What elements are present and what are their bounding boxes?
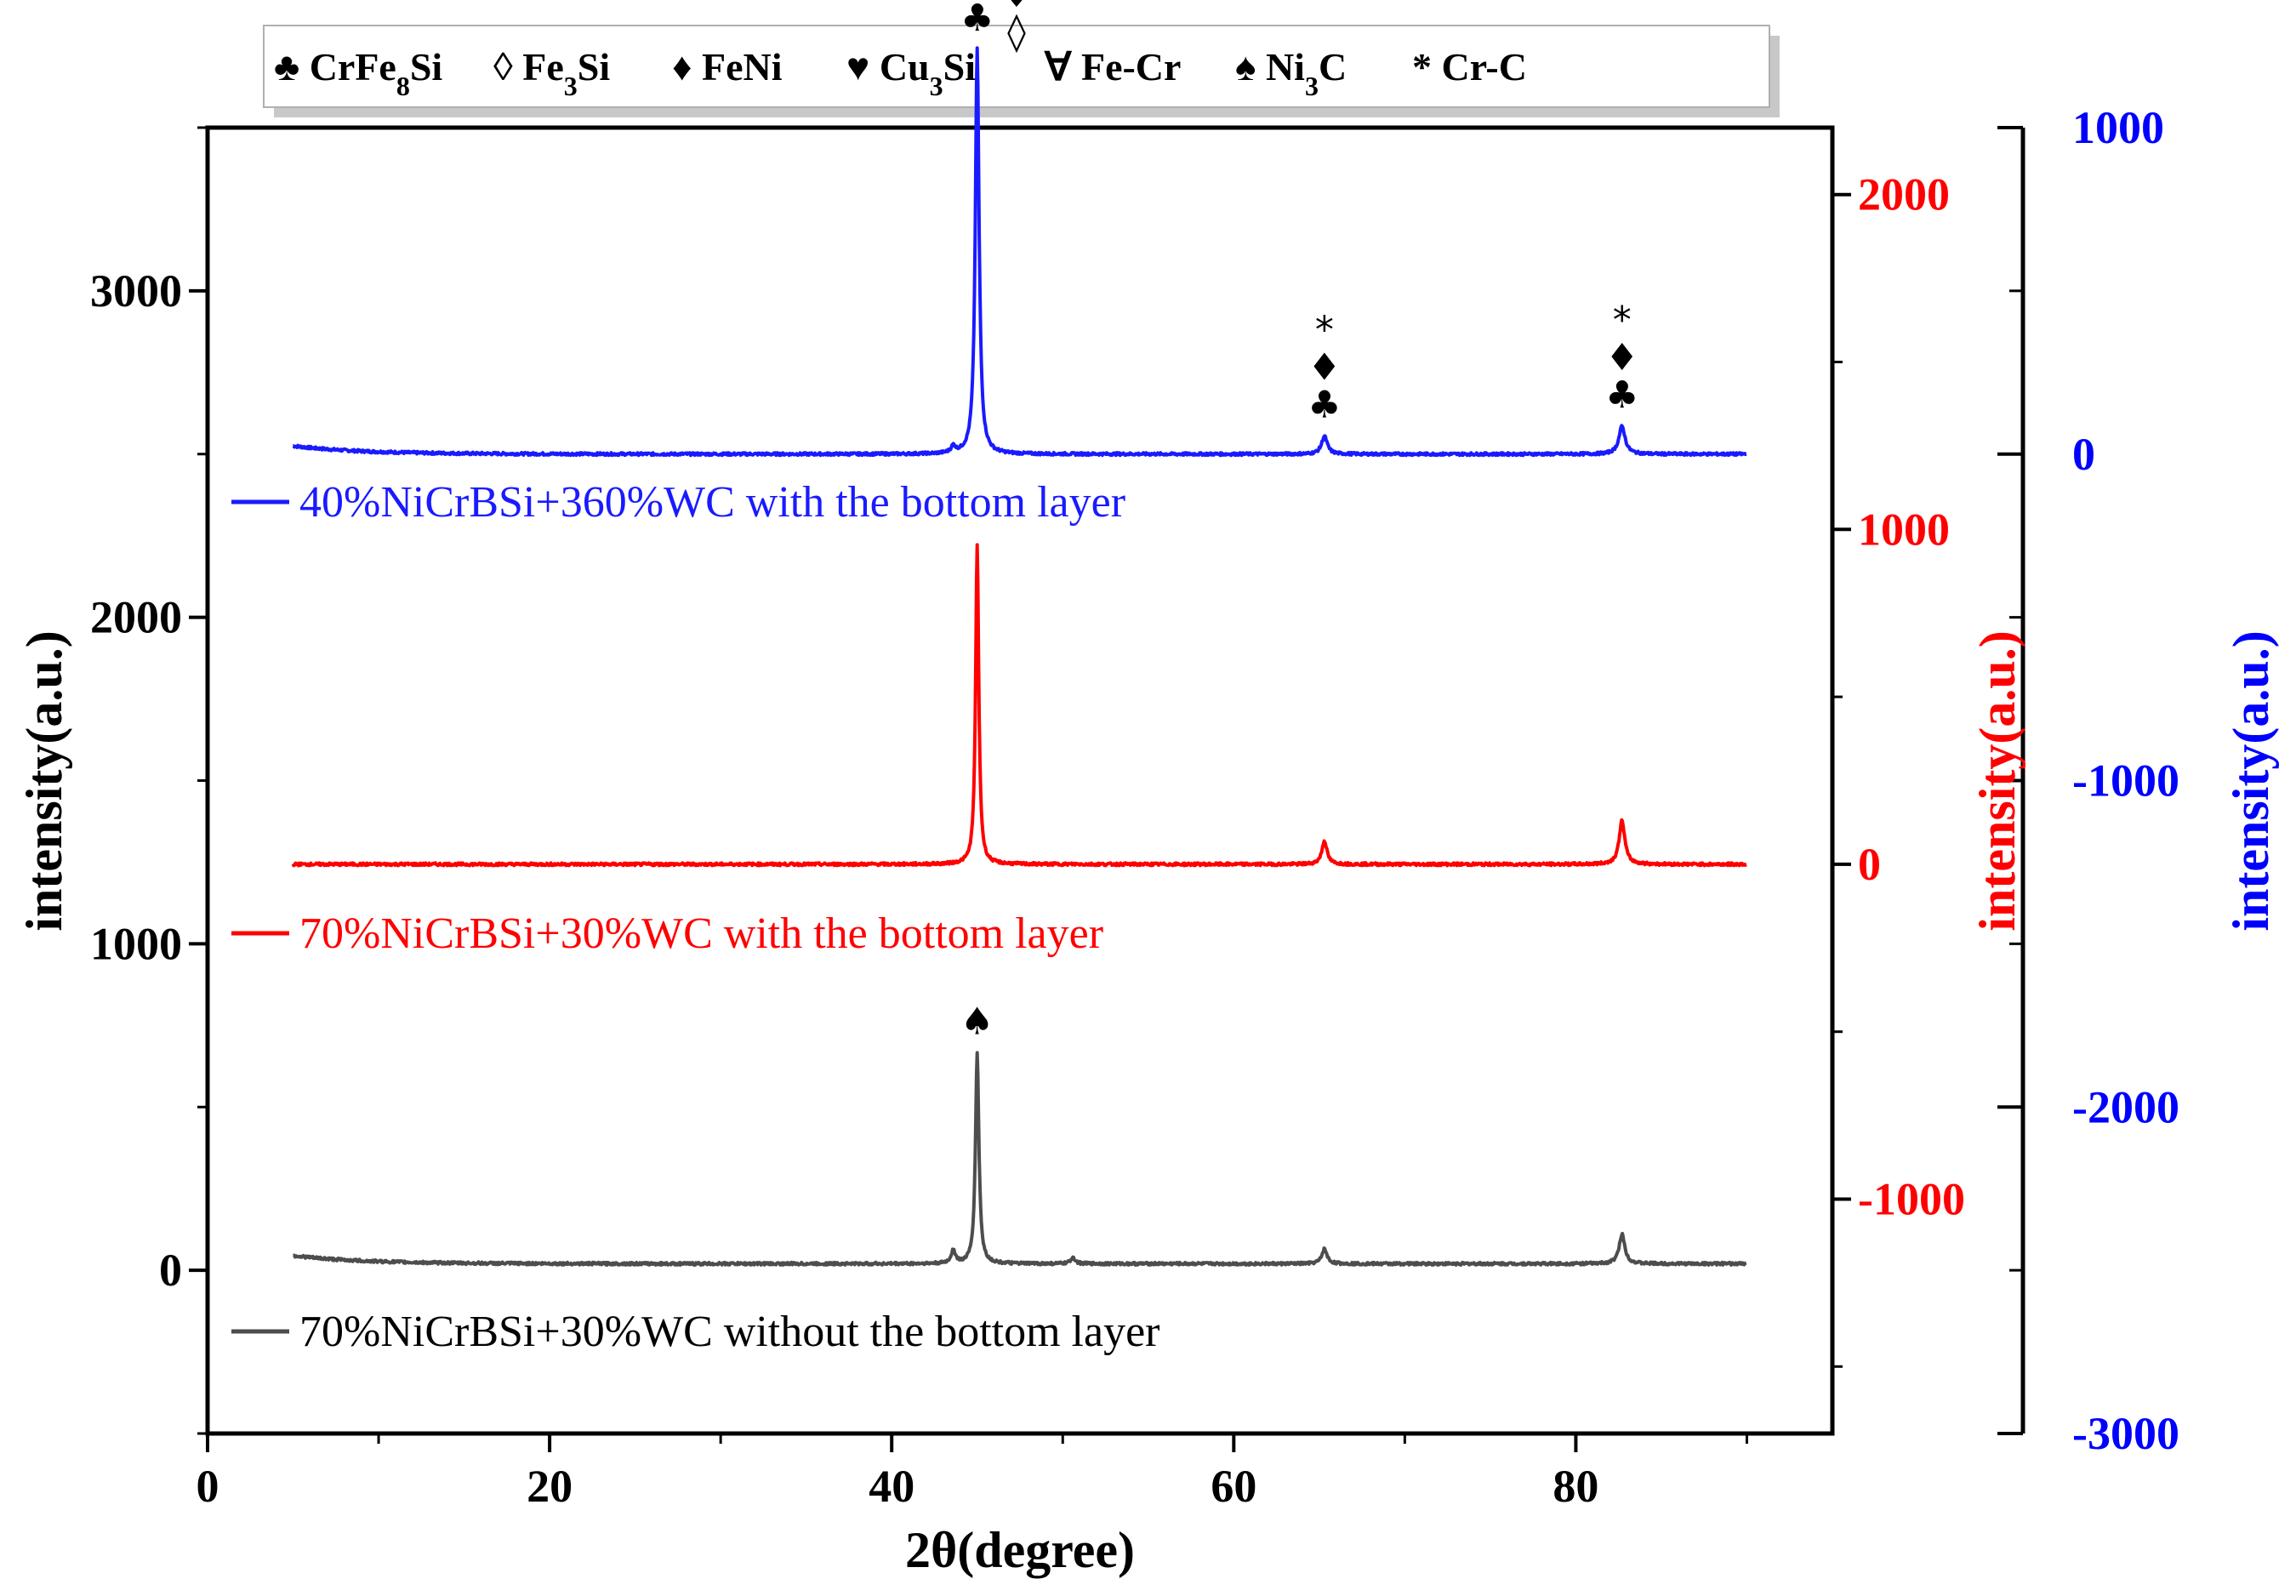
x-axis-title: 2θ(degree) xyxy=(905,1522,1135,1578)
phase-symbol: ∀ xyxy=(1044,45,1081,88)
axis-ticks: 0 20 40 60 80 0 1000 2000 3000 -1000 0 1000 2000 -300… xyxy=(90,102,2179,1512)
phase-name: Fe xyxy=(522,45,564,88)
phase-marker: * xyxy=(1613,299,1632,342)
series-legend-label: 70%NiCrBSi+30%WC with the bottom layer xyxy=(299,909,1103,958)
phase-name-suffix: C xyxy=(1319,45,1347,88)
phase-legend-item: ∀ Fe-Cr xyxy=(1044,45,1181,88)
red-tick-label: 2000 xyxy=(1858,169,1950,220)
blue-tick-label: -1000 xyxy=(2072,755,2179,807)
phase-subscript: 3 xyxy=(930,71,943,101)
phase-name-suffix: Si xyxy=(578,45,611,88)
x-tick-label: 20 xyxy=(527,1461,573,1512)
phase-marker: ♣ xyxy=(1308,384,1341,427)
phase-marker: ♦ xyxy=(1308,346,1341,390)
phase-name-suffix: Si xyxy=(410,45,443,88)
phase-legend-items: ♣ CrFe8Si ◊ Fe3Si ♦ FeNi ♥ Cu3Si ∀ Fe-Cr ♠ Ni… xyxy=(274,45,1527,101)
phase-legend: ♣ CrFe8Si ◊ Fe3Si ♦ FeNi ♥ Cu3Si ∀ Fe-Cr ♠ Ni… xyxy=(263,25,1780,117)
red-tick-label: 1000 xyxy=(1858,504,1950,555)
series-line-2 xyxy=(291,543,1747,868)
series-line-1 xyxy=(292,46,1747,458)
x-tick-label: 0 xyxy=(197,1461,219,1512)
phase-legend-item: ♥ Cu3Si xyxy=(846,45,976,101)
blue-tick-label: 1000 xyxy=(2072,102,2164,153)
phase-marker: ♦ xyxy=(1605,336,1638,379)
peak-annotations: ♣♦∀◊♥*♣♦*♣♦*♠ xyxy=(960,0,1638,1044)
left-tick-label: 3000 xyxy=(90,265,182,316)
phase-name: FeNi xyxy=(702,45,783,88)
phase-marker: ♣ xyxy=(1605,373,1638,417)
phase-name: Ni xyxy=(1266,45,1305,88)
red-axis-title: intensity(a.u.) xyxy=(1969,630,2025,931)
left-tick-label: 2000 xyxy=(90,592,182,643)
phase-legend-item: ♦ FeNi xyxy=(672,45,783,88)
series-legend: 40%NiCrBSi+360%WC with the bottom layer 7… xyxy=(231,478,1159,1356)
phase-subscript: 8 xyxy=(396,71,410,101)
series-legend-label: 70%NiCrBSi+30%WC without the bottom laye… xyxy=(299,1308,1159,1356)
x-tick-label: 40 xyxy=(869,1461,914,1512)
phase-legend-item: ♣ CrFe8Si xyxy=(274,45,442,101)
red-tick-label: 0 xyxy=(1858,839,1881,890)
phase-name: CrFe xyxy=(310,45,396,88)
blue-tick-label: -3000 xyxy=(2072,1408,2179,1459)
phase-marker: ♥ xyxy=(1000,0,1033,16)
blue-axis-title: intensity(a.u.) xyxy=(2223,630,2279,931)
phase-symbol: * xyxy=(1412,45,1442,88)
x-tick-label: 60 xyxy=(1211,1461,1256,1512)
phase-legend-item: * Cr-C xyxy=(1412,45,1527,88)
phase-symbol: ◊ xyxy=(493,45,522,88)
phase-subscript: 3 xyxy=(564,71,578,101)
series-line-3 xyxy=(292,1051,1747,1267)
phase-symbol: ♣ xyxy=(274,45,310,88)
phase-name: Cr-C xyxy=(1442,45,1527,88)
phase-name-suffix: Si xyxy=(943,45,977,88)
phase-legend-item: ◊ Fe3Si xyxy=(493,45,610,101)
phase-marker: ♠ xyxy=(960,1000,994,1044)
blue-tick-label: -2000 xyxy=(2072,1081,2179,1132)
x-tick-label: 80 xyxy=(1553,1461,1598,1512)
phase-name: Cu xyxy=(880,45,930,88)
phase-symbol: ♥ xyxy=(846,45,880,88)
series-layer xyxy=(291,46,1747,1267)
left-tick-label: 1000 xyxy=(90,918,182,969)
plot-frame xyxy=(205,125,1835,1436)
phase-marker: * xyxy=(1315,309,1334,352)
phase-symbol: ♦ xyxy=(672,45,702,88)
phase-marker: ♦ xyxy=(960,0,994,3)
series-legend-label: 40%NiCrBSi+360%WC with the bottom layer xyxy=(299,478,1125,527)
phase-legend-item: ♠ Ni3C xyxy=(1235,45,1347,101)
phase-name: Fe-Cr xyxy=(1081,45,1181,88)
phase-legend-box xyxy=(263,25,1770,108)
phase-marker: ♣ xyxy=(960,0,994,40)
phase-subscript: 3 xyxy=(1305,71,1319,101)
left-axis-title: intensity(a.u.) xyxy=(16,630,72,931)
phase-symbol: ♠ xyxy=(1235,45,1266,88)
left-tick-label: 0 xyxy=(159,1245,182,1296)
phase-marker: ◊ xyxy=(1007,10,1026,54)
red-tick-label: -1000 xyxy=(1858,1173,1965,1224)
blue-tick-label: 0 xyxy=(2072,429,2095,480)
